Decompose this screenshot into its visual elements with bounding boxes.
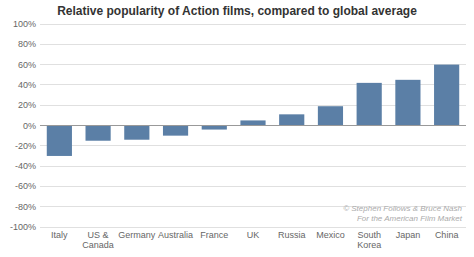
y-tick-label: 100% — [13, 19, 36, 29]
bar — [279, 114, 304, 125]
title: Relative popularity of Action films, com… — [57, 4, 417, 18]
x-tick-label-line: Russia — [278, 230, 306, 240]
grid-line — [40, 227, 466, 228]
bar — [47, 126, 72, 156]
x-tick-label-line: South — [357, 230, 381, 240]
x-tick-label: France — [200, 230, 228, 240]
bar — [240, 120, 265, 125]
x-tick-label-line: Germany — [118, 230, 156, 240]
x-tick-label-line: China — [435, 230, 459, 240]
y-axis: -100% -80% -60% -40% -20% 0% 20% 40% 60% 80% 100% — [10, 19, 36, 232]
y-tick-label: 40% — [18, 80, 36, 90]
y-tick-label: -20% — [15, 141, 36, 151]
bar — [434, 65, 459, 126]
x-tick-label-line: Italy — [51, 230, 68, 240]
y-tick-label: -60% — [15, 181, 36, 191]
y-tick-label: -40% — [15, 161, 36, 171]
x-tick-label: Japan — [396, 230, 421, 240]
x-tick-label-line: US & — [88, 230, 109, 240]
x-tick-label: Russia — [278, 230, 306, 240]
annotation: © Stephen Follows & Bruce Nash — [343, 204, 462, 213]
x-axis: Italy US &Canada GermanyAustralia France UK R… — [51, 230, 458, 250]
bar — [163, 126, 188, 136]
bar — [318, 106, 343, 125]
y-tick-label: 80% — [18, 39, 36, 49]
x-tick-label: Germany — [118, 230, 156, 240]
x-tick-label-line: UK — [247, 230, 260, 240]
grid-line — [40, 24, 466, 25]
x-tick-label: UK — [247, 230, 260, 240]
chart: Relative popularity of Action films, com… — [0, 0, 474, 257]
annotation: For the American Film Market — [357, 214, 463, 223]
y-tick-label: -80% — [15, 202, 36, 212]
grid-line — [40, 44, 466, 45]
grid-line — [40, 186, 466, 187]
bar — [395, 80, 420, 126]
x-tick-label-line: Australia — [158, 230, 193, 240]
x-tick-label: Mexico — [316, 230, 345, 240]
bar — [202, 126, 227, 130]
watermark: For the American Film Market© Stephen Fo… — [343, 204, 463, 223]
grid-line — [40, 64, 466, 65]
x-tick-label-line: Korea — [357, 240, 381, 250]
grid-line — [40, 125, 466, 126]
bar — [86, 126, 111, 141]
x-tick-label: SouthKorea — [357, 230, 381, 250]
x-tick-label-line: Canada — [82, 240, 114, 250]
x-tick-label-line: France — [200, 230, 228, 240]
x-tick-label-line: Mexico — [316, 230, 345, 240]
grid — [40, 24, 466, 227]
y-tick-label: -100% — [10, 222, 36, 232]
y-tick-label: 0% — [23, 121, 36, 131]
x-tick-label: Italy — [51, 230, 68, 240]
x-tick-label-line: Japan — [396, 230, 421, 240]
y-tick-label: 60% — [18, 60, 36, 70]
x-tick-label: China — [435, 230, 459, 240]
grid-line — [40, 145, 466, 146]
bar — [357, 83, 382, 126]
bar — [124, 126, 149, 140]
y-tick-label: 20% — [18, 100, 36, 110]
x-tick-label: Australia — [158, 230, 193, 240]
bars — [47, 65, 459, 156]
zero-line — [40, 125, 466, 126]
x-tick-label: US &Canada — [82, 230, 114, 250]
grid-line — [40, 166, 466, 167]
